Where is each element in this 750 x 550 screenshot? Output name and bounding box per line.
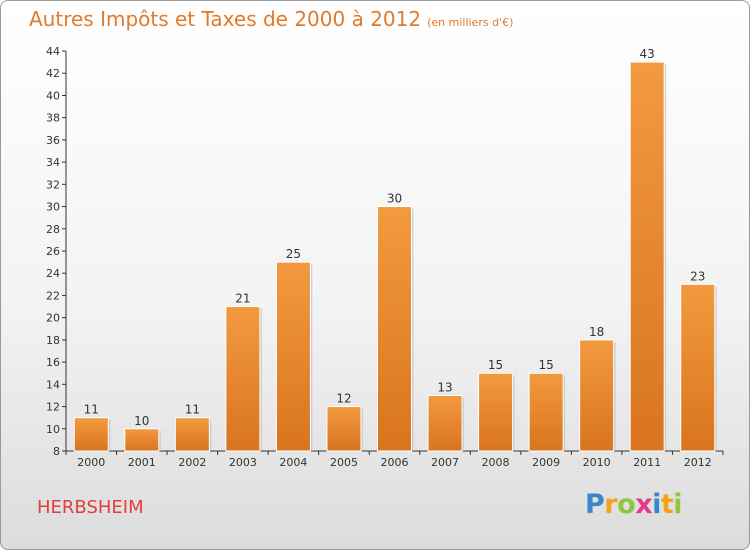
bar: [528, 372, 564, 452]
logo-letter: i: [673, 489, 683, 520]
chart-subtitle: (en milliers d'€): [427, 16, 514, 29]
data-label: 21: [235, 292, 250, 306]
data-label: 15: [538, 358, 553, 372]
data-label: 18: [589, 325, 604, 339]
y-tick-label: 38: [46, 112, 60, 125]
chart-title: Autres Impôts et Taxes de 2000 à 2012 (en…: [29, 7, 513, 31]
bars: [73, 61, 717, 452]
bar: [377, 206, 412, 452]
y-tick-label: 22: [46, 289, 60, 302]
y-tick-label: 12: [46, 401, 60, 414]
data-label: 11: [84, 403, 99, 417]
x-tick-label: 2006: [381, 456, 409, 469]
logo-letter: P: [585, 489, 605, 520]
data-label: 15: [488, 358, 503, 372]
x-tick-label: 2002: [178, 456, 206, 469]
proxiti-logo[interactable]: Proxiti: [585, 489, 683, 520]
y-tick-label: 10: [46, 423, 60, 436]
y-tick-label: 18: [46, 334, 60, 347]
data-label: 12: [336, 392, 351, 406]
axes: 8 10 12 14 16 18 20 22 24 26 28 30 32 34 36 38 40 42 44 200…: [46, 45, 724, 469]
y-tick-label: 30: [46, 201, 60, 214]
y-tick-label: 8: [53, 445, 60, 458]
data-labels: 11 10 11 21 25 12 30 13 15 15 18 43 23: [84, 47, 706, 428]
y-tick-label: 20: [46, 312, 60, 325]
x-tick-label: 2011: [633, 456, 661, 469]
bar: [680, 283, 716, 452]
logo-letter: t: [660, 489, 674, 520]
x-tick-label: 2005: [330, 456, 358, 469]
data-label: 23: [690, 269, 705, 283]
data-label: 10: [134, 414, 149, 428]
bar: [124, 428, 160, 452]
y-tick-label: 44: [46, 45, 60, 58]
logo-letter: x: [635, 489, 653, 520]
bar: [225, 306, 261, 452]
data-label: 30: [387, 192, 402, 206]
y-tick-label: 32: [46, 178, 60, 191]
y-tick-label: 16: [46, 356, 60, 369]
x-tick-label: 2010: [583, 456, 611, 469]
y-tick-label: 34: [46, 156, 60, 169]
logo-letter: i: [652, 489, 661, 520]
data-label: 43: [640, 47, 655, 61]
y-tick-label: 36: [46, 134, 60, 147]
y-tick-label: 26: [46, 245, 60, 258]
commune-name: HERBSHEIM: [37, 497, 144, 518]
x-tick-label: 2003: [229, 456, 257, 469]
x-tick-label: 2000: [77, 456, 105, 469]
bar: [275, 261, 311, 452]
x-tick-label: 2012: [684, 456, 712, 469]
bar: [174, 417, 210, 452]
bar: [73, 417, 109, 452]
bar: [629, 61, 665, 452]
logo-letter: r: [604, 489, 618, 520]
bar: [478, 372, 514, 452]
chart-title-text: Autres Impôts et Taxes de 2000 à 2012: [29, 7, 422, 31]
y-tick-label: 42: [46, 67, 60, 80]
x-tick-label: 2009: [532, 456, 560, 469]
bar: [579, 339, 615, 452]
y-tick-label: 14: [46, 378, 60, 391]
x-tick-label: 2008: [482, 456, 510, 469]
y-tick-label: 24: [46, 267, 60, 280]
data-label: 11: [185, 403, 200, 417]
x-tick-label: 2001: [128, 456, 156, 469]
data-label: 13: [437, 380, 452, 394]
data-label: 25: [286, 247, 301, 261]
x-tick-label: 2004: [279, 456, 307, 469]
bar: [427, 394, 463, 452]
y-tick-label: 40: [46, 89, 60, 102]
y-tick-label: 28: [46, 223, 60, 236]
x-tick-label: 2007: [431, 456, 459, 469]
logo-letter: o: [617, 489, 636, 520]
bar: [326, 406, 362, 452]
